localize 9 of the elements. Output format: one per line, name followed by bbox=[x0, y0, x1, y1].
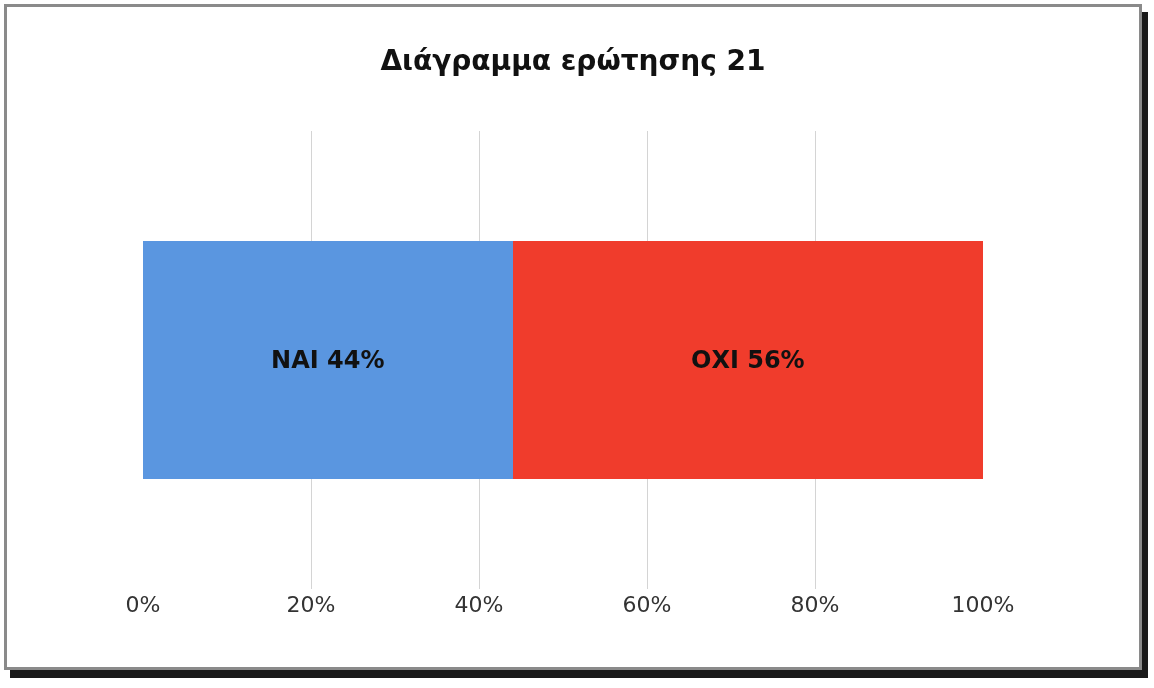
x-tick-label: 80% bbox=[790, 592, 840, 617]
text: ΝΑΙ 44% bbox=[271, 346, 385, 374]
x-tick-label: 40% bbox=[454, 592, 504, 617]
x-tick-label: 100% bbox=[951, 592, 1015, 617]
x-tick-label: 60% bbox=[622, 592, 672, 617]
text: ΟΧΙ 56% bbox=[690, 346, 805, 374]
x-tick-label: 20% bbox=[286, 592, 336, 617]
chart-title: Διάγραμμα ερώτησης 21 bbox=[380, 43, 766, 77]
x-tick-label: 0% bbox=[125, 592, 161, 617]
